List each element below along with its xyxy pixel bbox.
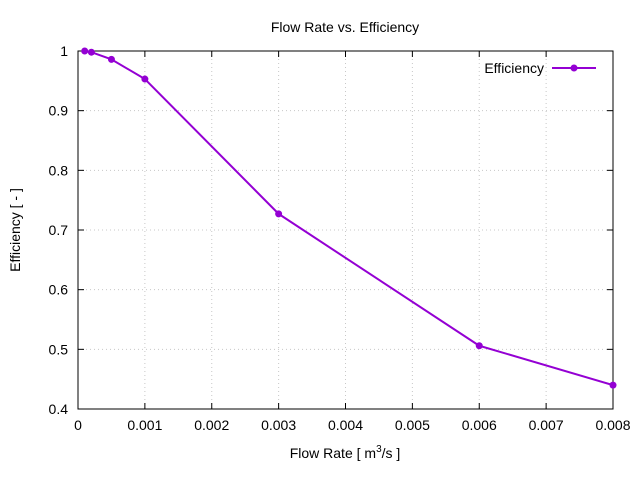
data-point	[275, 210, 283, 218]
legend-label: Efficiency	[484, 60, 544, 76]
data-point	[475, 342, 483, 350]
y-tick-labels: 0.4 0.5 0.6 0.7 0.8 0.9 1	[49, 43, 69, 417]
legend: Efficiency	[484, 60, 596, 76]
x-axis-label: Flow Rate [ m3/s ]	[290, 444, 401, 461]
x-tick-label: 0.003	[261, 417, 296, 433]
x-tick-label: 0	[74, 417, 82, 433]
x-tick-label: 0.008	[595, 417, 630, 433]
x-axis-label-tail: /s ]	[382, 445, 401, 461]
y-tick-label: 0.8	[49, 162, 69, 178]
data-point	[81, 47, 89, 55]
ticks	[77, 50, 614, 410]
y-tick-label: 1	[60, 43, 68, 59]
data-point	[609, 381, 617, 389]
x-axis-label-superscript: 3	[376, 444, 382, 455]
y-tick-label: 0.4	[49, 401, 69, 417]
series-layer	[81, 47, 617, 389]
chart-title: Flow Rate vs. Efficiency	[271, 19, 419, 35]
x-tick-label: 0.002	[194, 417, 229, 433]
data-point	[107, 55, 115, 63]
x-tick-labels: 0 0.001 0.002 0.003 0.004 0.005 0.006 0.007 0.00…	[74, 417, 631, 433]
data-point	[87, 48, 95, 56]
x-tick-label: 0.005	[395, 417, 430, 433]
x-tick-label: 0.004	[328, 417, 363, 433]
data-point	[141, 75, 149, 83]
y-tick-label: 0.5	[49, 341, 69, 357]
y-axis-label: Efficiency [ - ]	[7, 188, 23, 272]
y-tick-label: 0.7	[49, 222, 69, 238]
legend-marker	[570, 64, 578, 72]
x-tick-label: 0.001	[127, 417, 162, 433]
x-tick-label: 0.007	[529, 417, 564, 433]
y-tick-label: 0.6	[49, 282, 69, 298]
x-axis-label-main: Flow Rate [ m	[290, 445, 376, 461]
x-tick-label: 0.006	[462, 417, 497, 433]
y-tick-label: 0.9	[49, 103, 69, 119]
